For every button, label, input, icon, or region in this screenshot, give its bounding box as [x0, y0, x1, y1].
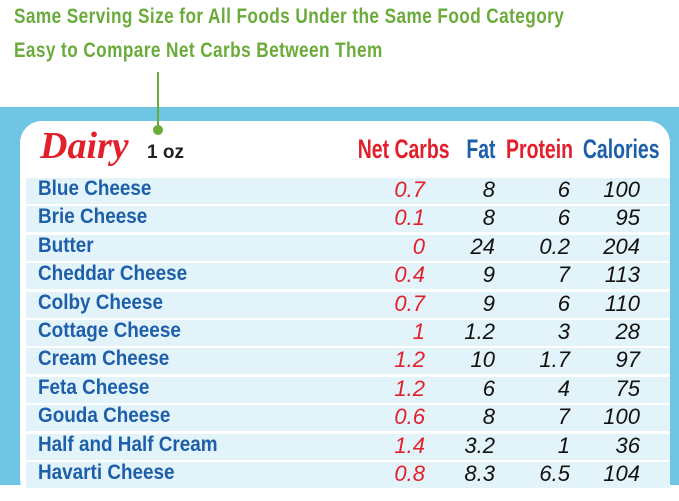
cell-value: 7 [557, 404, 570, 430]
cell-value: 36 [615, 432, 640, 458]
cell-value: 1.2 [464, 319, 495, 344]
cell-value: 100 [603, 404, 640, 430]
cell-value: 1 [412, 319, 425, 344]
food-name: Havarti Cheese [38, 461, 175, 484]
cell-value: 24 [470, 233, 495, 259]
row-stripe [26, 234, 670, 261]
cell-value: 7 [557, 262, 570, 288]
cell-value: 9 [482, 290, 495, 316]
cell-value: 0.1 [394, 205, 425, 231]
row-stripe [26, 263, 670, 290]
cell-value: 0.8 [394, 461, 425, 486]
food-name: Butter [38, 233, 94, 257]
page: Same Serving Size for All Foods Under th… [0, 5, 679, 488]
row-stripe [26, 206, 670, 233]
cell-value: 95 [615, 205, 640, 231]
row-stripe [26, 462, 670, 488]
row-stripe [26, 376, 670, 403]
column-header: Net Carbs [358, 134, 450, 164]
cell-value: 6 [557, 205, 570, 231]
cell-value: 3.2 [464, 432, 495, 458]
cell-value: 104 [603, 461, 640, 486]
cell-value: 1 [557, 432, 570, 458]
serving: 1 oz [147, 142, 184, 163]
cell-value: 6 [482, 375, 495, 401]
cell-value: 8.3 [464, 461, 495, 486]
connector [153, 72, 163, 135]
food-name: Colby Cheese [38, 290, 164, 314]
cell-value: 6 [557, 177, 570, 202]
cell-value: 0.6 [394, 404, 425, 430]
food-name: Feta Cheese [38, 375, 150, 399]
cell-value: 100 [603, 177, 640, 202]
cell-value: 0.4 [394, 262, 425, 288]
row-stripe [26, 291, 670, 318]
cell-value: 28 [615, 319, 640, 344]
cell-value: 0.7 [394, 177, 425, 202]
cell-value: 1.2 [394, 347, 425, 373]
cell-value: 204 [603, 233, 640, 259]
cell-value: 0.2 [539, 233, 570, 259]
row-stripe [26, 178, 670, 204]
cell-value: 75 [615, 375, 640, 401]
cell-value: 8 [482, 205, 495, 231]
cell-value: 4 [557, 375, 570, 401]
row-stripe [26, 320, 670, 346]
row-stripe [26, 348, 670, 375]
column-header: Calories [583, 134, 660, 164]
cell-value: 9 [482, 262, 495, 288]
table-title: Dairy [40, 125, 129, 167]
annotation-line: Same Serving Size for All Foods Under th… [14, 5, 565, 28]
cell-value: 0.7 [394, 290, 425, 316]
cell-value: 3 [557, 319, 570, 344]
cell-value: 1.2 [394, 375, 425, 401]
cell-value: 10 [470, 347, 495, 373]
food-name: Cream Cheese [38, 347, 170, 371]
food-name: Half and Half Cream [38, 432, 218, 456]
annotation-line: Easy to Compare Net Carbs Between Them [14, 39, 383, 62]
cell-value: 8 [482, 177, 495, 202]
food-name: Cheddar Cheese [38, 262, 188, 286]
row-stripe [26, 433, 670, 460]
cell-value: 110 [604, 290, 640, 316]
food-name: Gouda Cheese [38, 404, 171, 428]
food-name: Blue Cheese [38, 177, 152, 200]
row-stripe [26, 405, 670, 432]
cell-value: 0 [412, 233, 425, 259]
cell-value: 8 [482, 404, 495, 430]
column-header: Protein [506, 134, 573, 164]
food-name: Cottage Cheese [38, 319, 181, 342]
column-header: Fat [465, 134, 495, 164]
cell-value: 6.5 [539, 461, 570, 486]
cell-value: 97 [615, 347, 640, 373]
cell-value: 113 [604, 262, 640, 288]
cell-value: 1.4 [394, 432, 425, 458]
cell-value: 6 [557, 290, 570, 316]
cell-value: 1.7 [539, 347, 570, 373]
food-name: Brie Cheese [38, 205, 148, 229]
